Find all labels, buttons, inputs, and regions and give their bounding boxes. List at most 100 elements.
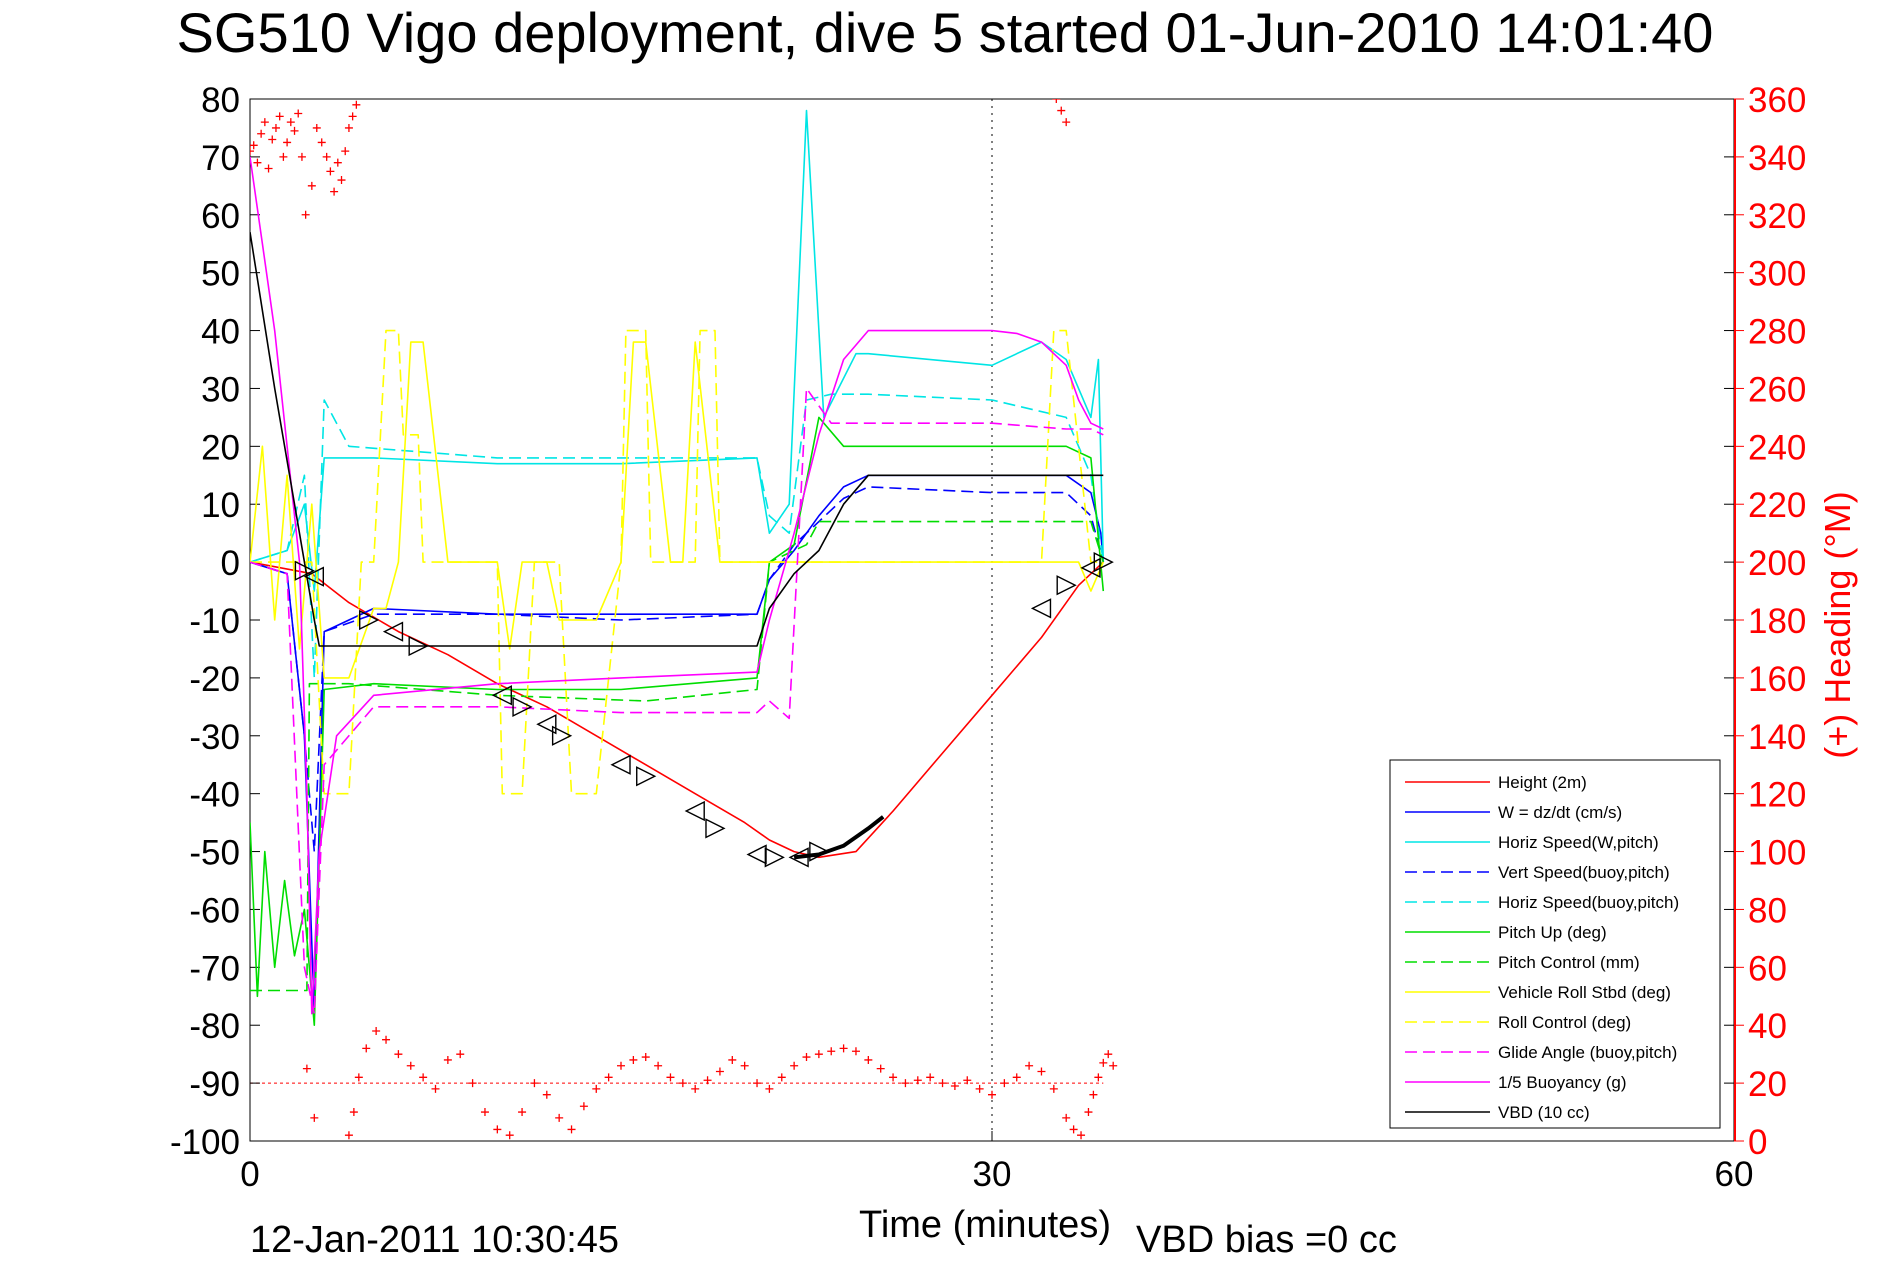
heading-point bbox=[312, 123, 321, 132]
y2-tick-label: 20 bbox=[1748, 1065, 1787, 1104]
heading-point bbox=[344, 123, 353, 132]
heading-point bbox=[950, 1082, 959, 1091]
heading-point bbox=[505, 1131, 514, 1140]
triangle-marker bbox=[303, 566, 325, 587]
y2-tick-label: 340 bbox=[1748, 139, 1806, 178]
heading-point bbox=[740, 1061, 749, 1070]
y-tick-label: 0 bbox=[221, 544, 240, 583]
series-vert_buoy bbox=[250, 486, 1105, 853]
heading-point bbox=[443, 1055, 452, 1064]
heading-point bbox=[406, 1061, 415, 1070]
legend-box bbox=[1389, 759, 1721, 1129]
heading-point bbox=[322, 152, 331, 161]
heading-point bbox=[654, 1061, 663, 1070]
heading-point bbox=[310, 1113, 319, 1122]
plot-area: 80706050403020100-10-20-30-40-50-60-70-8… bbox=[170, 81, 1806, 1194]
heading-point bbox=[790, 1061, 799, 1070]
triangle-marker bbox=[491, 685, 512, 706]
triangle-marker bbox=[1056, 575, 1077, 596]
triangle-marker bbox=[764, 847, 785, 868]
heading-point bbox=[283, 138, 292, 147]
legend-label-roll_ctl: Roll Control (deg) bbox=[1498, 1013, 1631, 1032]
heading-point bbox=[307, 181, 316, 190]
y-tick-label: -90 bbox=[189, 1065, 240, 1104]
legend-label-w: W = dz/dt (cm/s) bbox=[1498, 803, 1622, 822]
heading-point bbox=[372, 1027, 381, 1036]
y2-tick-label: 40 bbox=[1748, 1007, 1787, 1046]
heading-point bbox=[330, 187, 339, 196]
heading-point bbox=[271, 123, 280, 132]
legend-label-vert_buoy: Vert Speed(buoy,pitch) bbox=[1498, 863, 1670, 882]
y-tick-label: -70 bbox=[189, 949, 240, 988]
heading-point bbox=[354, 1073, 363, 1082]
y2-tick-label: 0 bbox=[1748, 1123, 1767, 1162]
heading-point bbox=[1089, 1090, 1098, 1099]
heading-point bbox=[1109, 1061, 1118, 1070]
y2-tick-label: 100 bbox=[1748, 834, 1806, 873]
heading-point bbox=[1104, 1050, 1113, 1059]
vbd-bias-label: VBD bias =0 cc bbox=[1136, 1219, 1397, 1261]
y2-tick-label: 60 bbox=[1748, 949, 1787, 988]
x-axis-label: Time (minutes) bbox=[859, 1204, 1111, 1246]
timestamp-label: 12-Jan-2011 10:30:45 bbox=[250, 1219, 619, 1261]
triangle-marker bbox=[359, 609, 380, 631]
y-tick-label: -100 bbox=[170, 1123, 240, 1162]
heading-point bbox=[666, 1073, 675, 1082]
legend-label-horiz_w: Horiz Speed(W,pitch) bbox=[1498, 833, 1659, 852]
series-buoyancy bbox=[250, 156, 1104, 1015]
heading-point bbox=[715, 1067, 724, 1076]
bottom-segment bbox=[793, 815, 885, 860]
heading-point bbox=[765, 1084, 774, 1093]
y2-tick-label: 120 bbox=[1748, 776, 1806, 815]
chart-title: SG510 Vigo deployment, dive 5 started 01… bbox=[177, 1, 1714, 64]
heading-point bbox=[1084, 1108, 1093, 1117]
heading-point bbox=[301, 210, 310, 219]
heading-point bbox=[419, 1073, 428, 1082]
y-tick-label: -50 bbox=[189, 834, 240, 873]
heading-point bbox=[530, 1079, 539, 1088]
heading-point bbox=[297, 152, 306, 161]
heading-point bbox=[302, 1064, 311, 1073]
heading-point bbox=[431, 1084, 440, 1093]
heading-point bbox=[913, 1076, 922, 1085]
triangle-marker bbox=[551, 725, 573, 746]
series-pitch bbox=[250, 416, 1105, 1026]
heading-point bbox=[1062, 118, 1071, 127]
heading-point bbox=[1099, 1058, 1108, 1067]
legend-label-roll: Vehicle Roll Stbd (deg) bbox=[1498, 983, 1671, 1002]
y-tick-label: 70 bbox=[201, 139, 240, 178]
y2-tick-label: 140 bbox=[1748, 718, 1806, 757]
heading-point bbox=[279, 152, 288, 161]
triangle-marker bbox=[536, 714, 557, 735]
heading-point bbox=[691, 1084, 700, 1093]
heading-point bbox=[1052, 99, 1061, 103]
triangle-marker bbox=[788, 847, 809, 868]
y2-tick-label: 240 bbox=[1748, 428, 1806, 467]
heading-point bbox=[604, 1073, 613, 1082]
heading-point bbox=[555, 1113, 564, 1122]
heading-point bbox=[382, 1035, 391, 1044]
heading-point bbox=[333, 158, 342, 167]
heading-point bbox=[802, 1053, 811, 1062]
y2-tick-label: 160 bbox=[1748, 660, 1806, 699]
legend-label-height: Height (2m) bbox=[1498, 773, 1587, 792]
heading-point bbox=[592, 1084, 601, 1093]
heading-point bbox=[579, 1102, 588, 1111]
y-tick-label: 50 bbox=[201, 255, 240, 294]
triangle-marker bbox=[294, 560, 315, 581]
heading-point bbox=[294, 109, 303, 118]
y2-tick-label: 280 bbox=[1748, 313, 1806, 352]
heading-point bbox=[814, 1050, 823, 1059]
series-horiz_w bbox=[250, 109, 1105, 592]
heading-point bbox=[901, 1079, 910, 1088]
y2-tick-label: 220 bbox=[1748, 486, 1806, 525]
legend-label-horiz_buoy: Horiz Speed(buoy,pitch) bbox=[1498, 893, 1679, 912]
heading-point bbox=[341, 147, 350, 156]
heading-point bbox=[344, 1131, 353, 1140]
heading-point bbox=[1037, 1067, 1046, 1076]
y-tick-label: 20 bbox=[201, 428, 240, 467]
triangle-marker bbox=[610, 754, 631, 775]
heading-point bbox=[268, 135, 277, 144]
triangle-marker bbox=[408, 635, 429, 657]
